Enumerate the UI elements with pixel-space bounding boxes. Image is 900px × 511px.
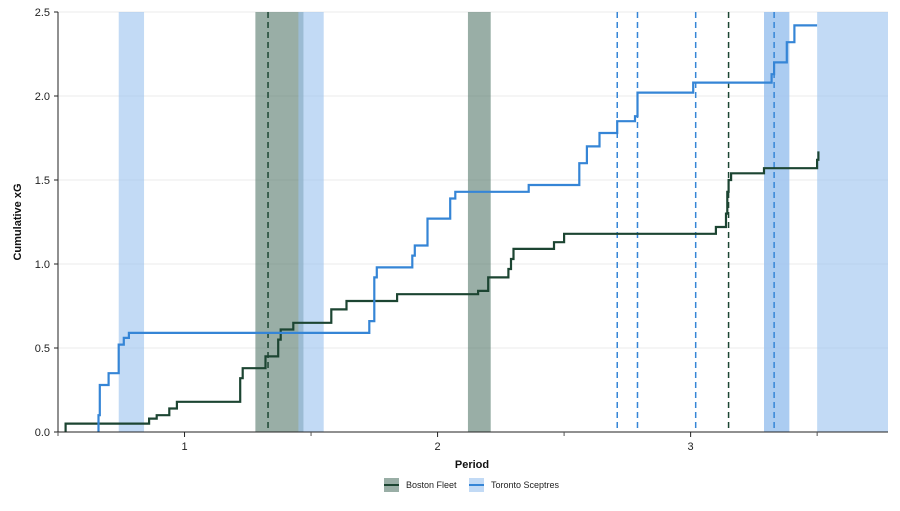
axis-layer: 0.0 0.5 1.0 1.5 2.0 2.5 1 2 3 [35,7,888,453]
power-play-band [118,12,145,432]
goal-line-layer [267,12,775,432]
y-axis-title: Cumulative xG [12,183,24,260]
y-tick-label: 2.5 [35,7,50,19]
series-layer [64,24,820,432]
power-play-band [298,12,324,432]
power-play-band [255,12,304,432]
series-line [97,24,818,432]
y-tick-label: 0.5 [35,343,50,355]
x-axis-title: Period [455,459,489,471]
power-play-band [467,12,491,432]
y-tick-label: 1.0 [35,259,50,271]
y-tick-label: 0.0 [35,427,50,439]
power-play-band [764,12,790,432]
legend-label: Boston Fleet [406,480,457,490]
x-tick-label: 1 [181,441,187,453]
y-tick-label: 1.5 [35,175,50,187]
y-tick-label: 2.0 [35,91,50,103]
band-layer [118,12,888,432]
legend-label: Toronto Sceptres [491,480,560,490]
x-tick-label: 3 [688,441,694,453]
series-line [64,151,820,432]
power-play-band [817,12,888,432]
x-tick-label: 2 [435,441,441,453]
legend: Boston Fleet Toronto Sceptres [384,478,560,492]
